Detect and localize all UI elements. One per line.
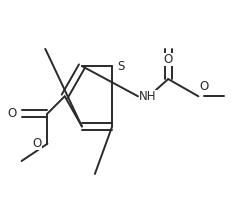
Text: NH: NH bbox=[139, 90, 156, 103]
Text: O: O bbox=[33, 137, 42, 150]
Text: O: O bbox=[199, 80, 209, 93]
Text: S: S bbox=[118, 60, 125, 73]
Text: O: O bbox=[164, 53, 173, 66]
Text: O: O bbox=[7, 107, 16, 120]
